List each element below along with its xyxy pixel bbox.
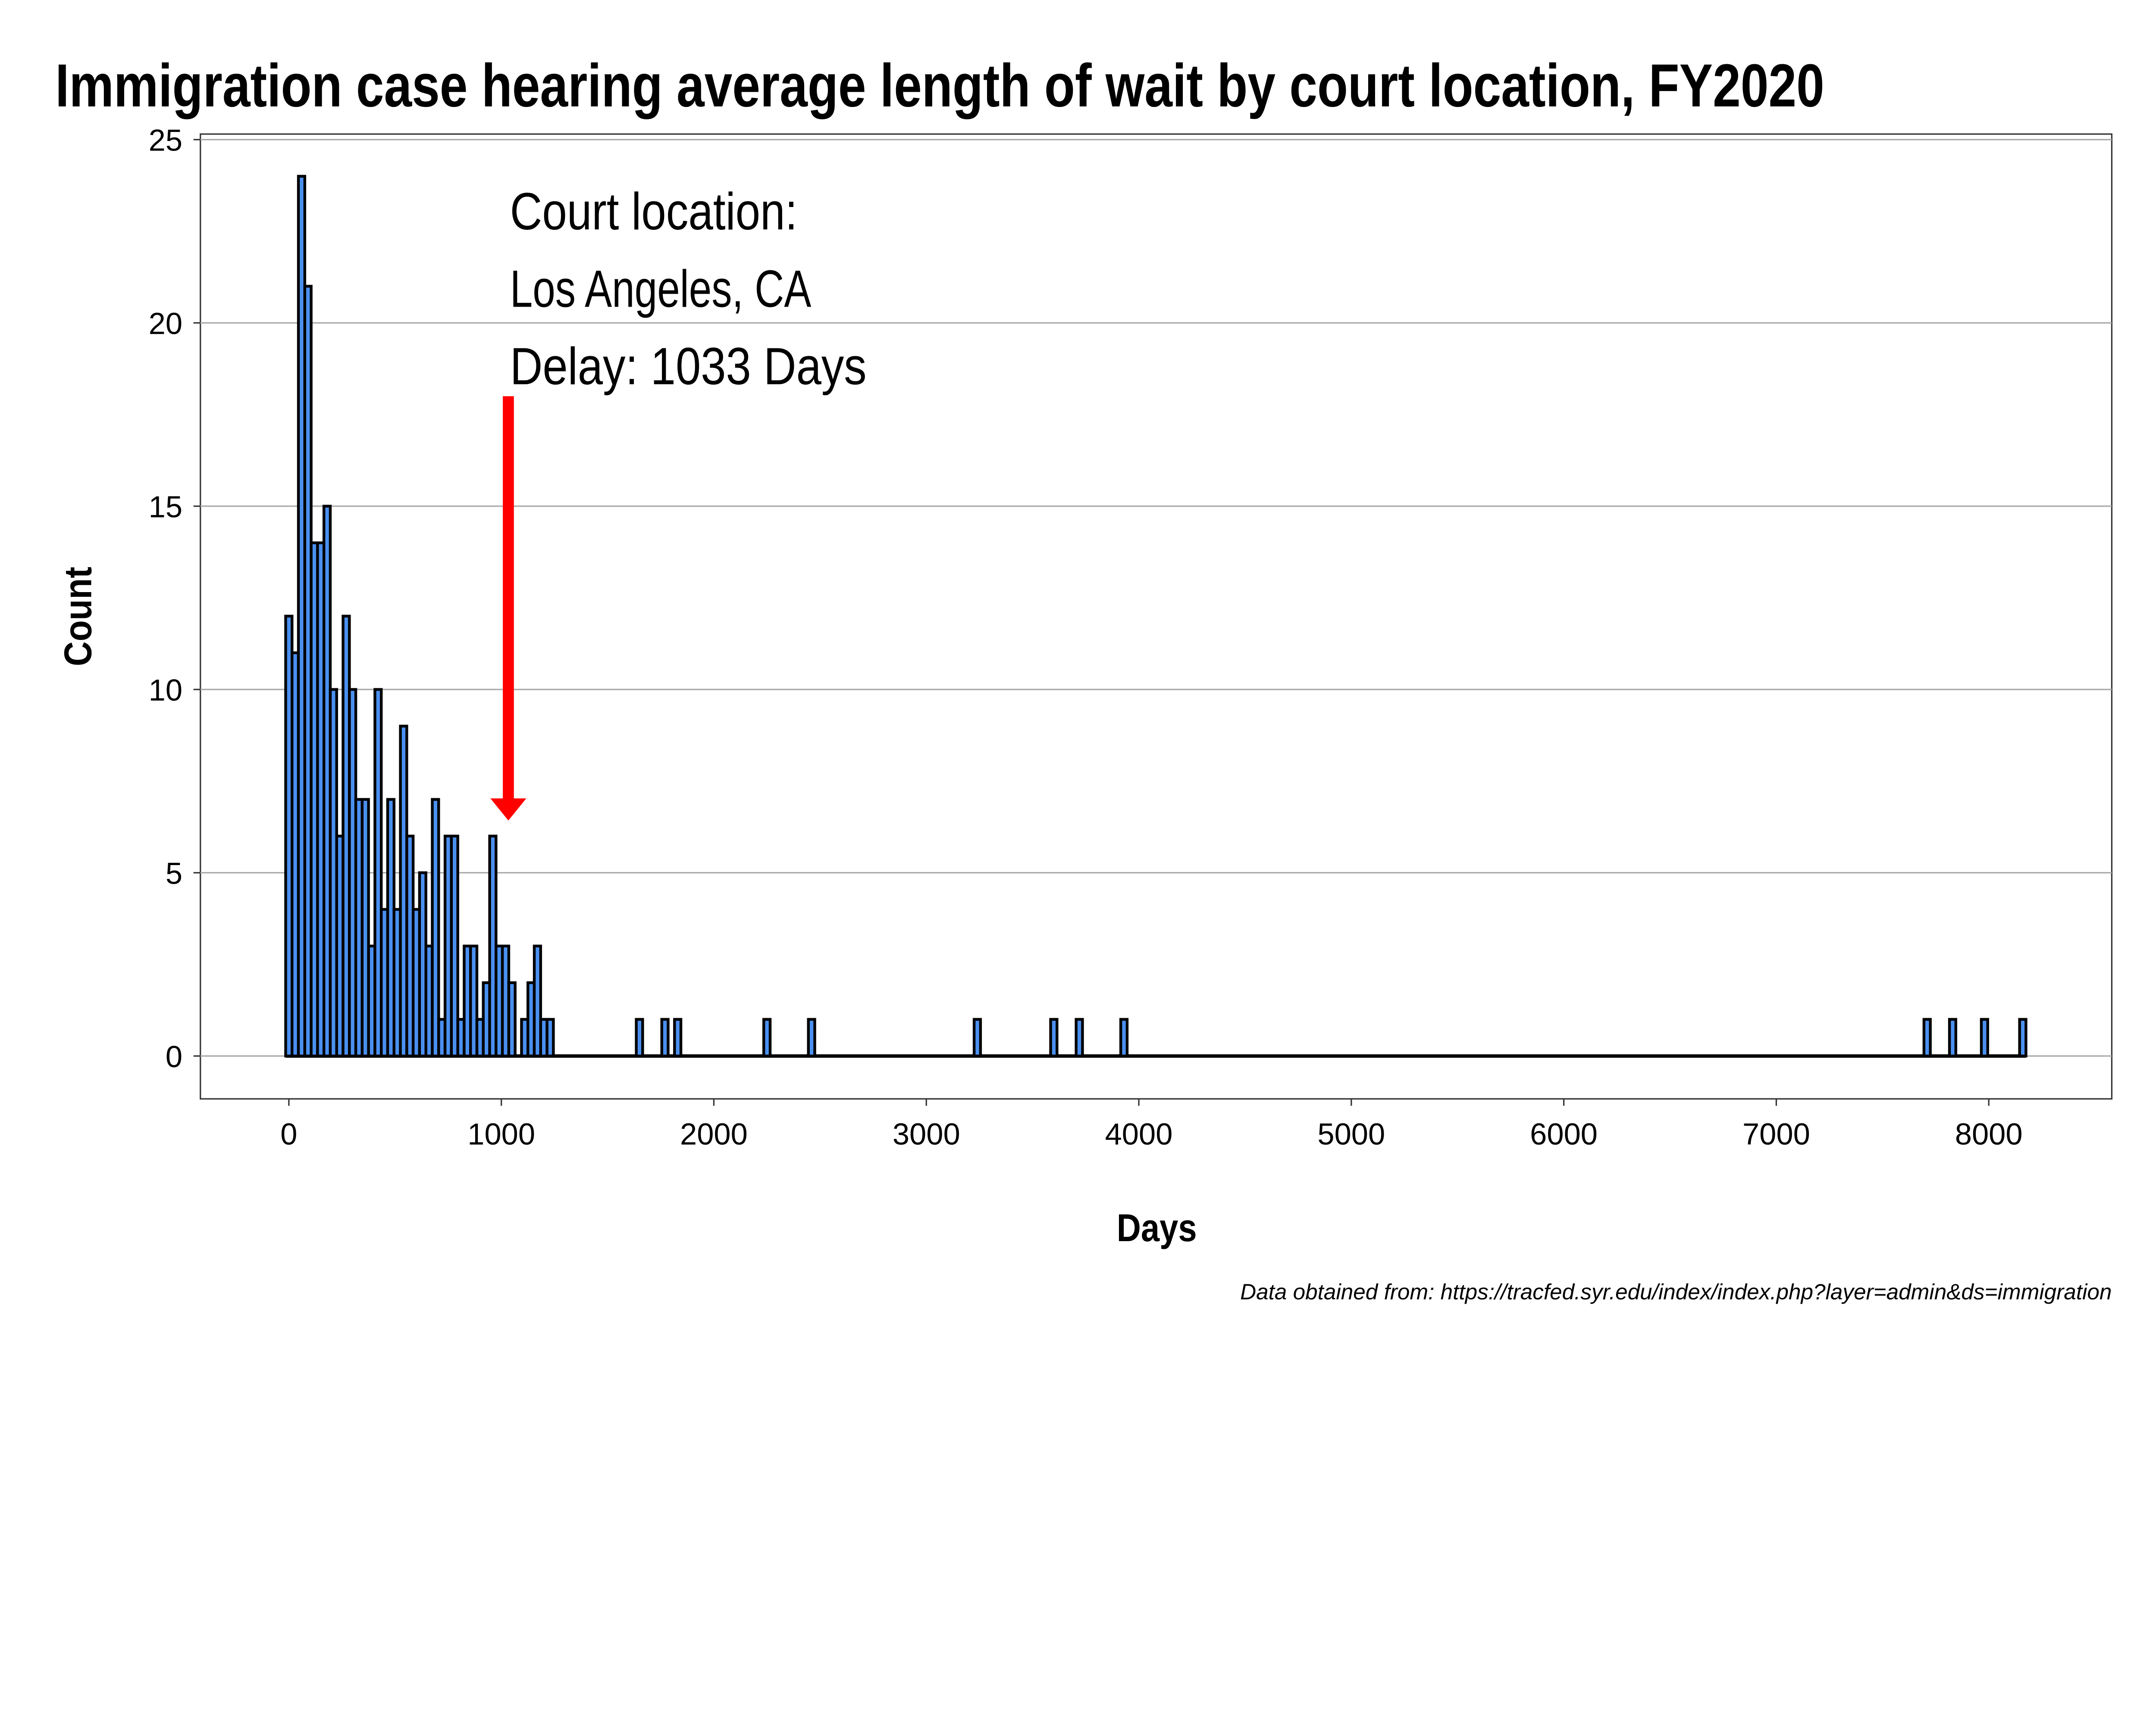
arrow-head-icon xyxy=(490,798,526,821)
annotation-line: Los Angeles, CA xyxy=(510,260,812,318)
histogram-bar xyxy=(533,944,542,1057)
y-tick-label: 0 xyxy=(166,1039,182,1073)
histogram-bar xyxy=(972,1018,982,1057)
histogram-bar xyxy=(1948,1018,1958,1057)
histogram-bar xyxy=(450,834,459,1057)
x-tick-label: 7000 xyxy=(1742,1117,1810,1151)
y-tick-label: 20 xyxy=(149,306,182,340)
x-axis-label: Days xyxy=(1117,1207,1197,1250)
histogram-bar xyxy=(1119,1018,1129,1057)
histogram-bar xyxy=(360,798,370,1057)
annotation-line: Delay: 1033 Days xyxy=(510,337,867,395)
histogram-bar xyxy=(507,981,517,1057)
histogram-bar xyxy=(1075,1018,1084,1057)
histogram-bar xyxy=(1922,1018,1932,1057)
chart-title: Immigration case hearing average length … xyxy=(55,51,1824,119)
histogram-bar xyxy=(1980,1018,1989,1057)
y-tick-label: 15 xyxy=(149,489,182,524)
x-tick-label: 0 xyxy=(280,1117,297,1151)
histogram-bar xyxy=(469,944,479,1057)
y-tick-label: 10 xyxy=(149,673,182,707)
histogram-bar xyxy=(762,1018,772,1057)
histogram-bar xyxy=(673,1018,683,1057)
y-tick-label: 5 xyxy=(166,856,182,890)
histogram-chart: Immigration case hearing average length … xyxy=(55,51,2113,1304)
x-tick-label: 1000 xyxy=(467,1117,535,1151)
histogram-bar xyxy=(635,1018,644,1057)
x-tick-label: 5000 xyxy=(1317,1117,1385,1151)
histogram-bars xyxy=(284,175,2028,1058)
histogram-bar xyxy=(660,1018,670,1057)
histogram-bar xyxy=(431,798,440,1057)
histogram-bar xyxy=(1049,1018,1059,1057)
x-tick-label: 8000 xyxy=(1955,1117,2023,1151)
plot-panel xyxy=(200,133,2113,1100)
x-axis: 0 1000 2000 3000 4000 5000 6000 7000 8000 xyxy=(280,1099,2023,1151)
x-tick-label: 3000 xyxy=(893,1117,960,1151)
annotation-line: Court location: xyxy=(510,182,798,241)
y-axis: 0 5 10 15 20 25 xyxy=(149,123,201,1073)
annotation: Court location: Los Angeles, CA Delay: 103… xyxy=(490,182,867,821)
histogram-bar xyxy=(545,1018,555,1057)
x-tick-label: 2000 xyxy=(680,1117,748,1151)
caption: Data obtained from: https://tracfed.syr.… xyxy=(1240,1280,2112,1304)
histogram-bar xyxy=(2018,1018,2028,1057)
histogram-bar xyxy=(807,1018,816,1057)
y-tick-label: 25 xyxy=(149,123,182,157)
x-tick-label: 6000 xyxy=(1530,1117,1598,1151)
x-tick-label: 4000 xyxy=(1105,1117,1173,1151)
histogram-bar xyxy=(373,688,383,1057)
y-axis-label: Count xyxy=(57,567,100,666)
